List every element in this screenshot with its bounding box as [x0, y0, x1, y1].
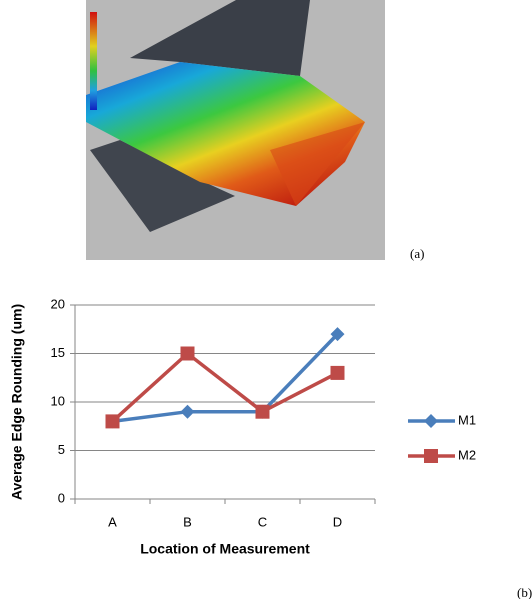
rendered-image — [86, 0, 385, 260]
data-point — [181, 347, 195, 361]
x-axis-title: Location of Measurement — [140, 541, 310, 557]
figure: (a) (b) Location of Measurement Average … — [0, 0, 532, 599]
y-tick-label: 15 — [51, 345, 65, 360]
data-point — [106, 414, 120, 428]
panel-label: (a) — [410, 246, 424, 261]
data-point — [331, 366, 345, 380]
x-tick-label: C — [258, 514, 267, 529]
y-tick-label: 10 — [51, 393, 65, 408]
x-tick-label: A — [108, 514, 117, 529]
legend-label: M1 — [458, 412, 476, 427]
legend-marker — [424, 414, 438, 428]
legend-label: M2 — [458, 447, 476, 462]
page: (a) (b) Location of Measurement Average … — [0, 0, 532, 599]
y-tick-label: 20 — [51, 296, 65, 311]
panel-label: (b) — [517, 585, 532, 599]
x-tick-label: D — [333, 514, 342, 529]
data-point — [181, 405, 195, 419]
series-line — [113, 334, 338, 421]
y-tick-label: 0 — [58, 490, 65, 505]
x-tick-label: B — [183, 514, 192, 529]
data-point — [256, 405, 270, 419]
y-axis-title: Average Edge Rounding (um) — [9, 304, 25, 500]
y-tick-label: 5 — [58, 442, 65, 457]
legend-marker — [424, 449, 438, 463]
